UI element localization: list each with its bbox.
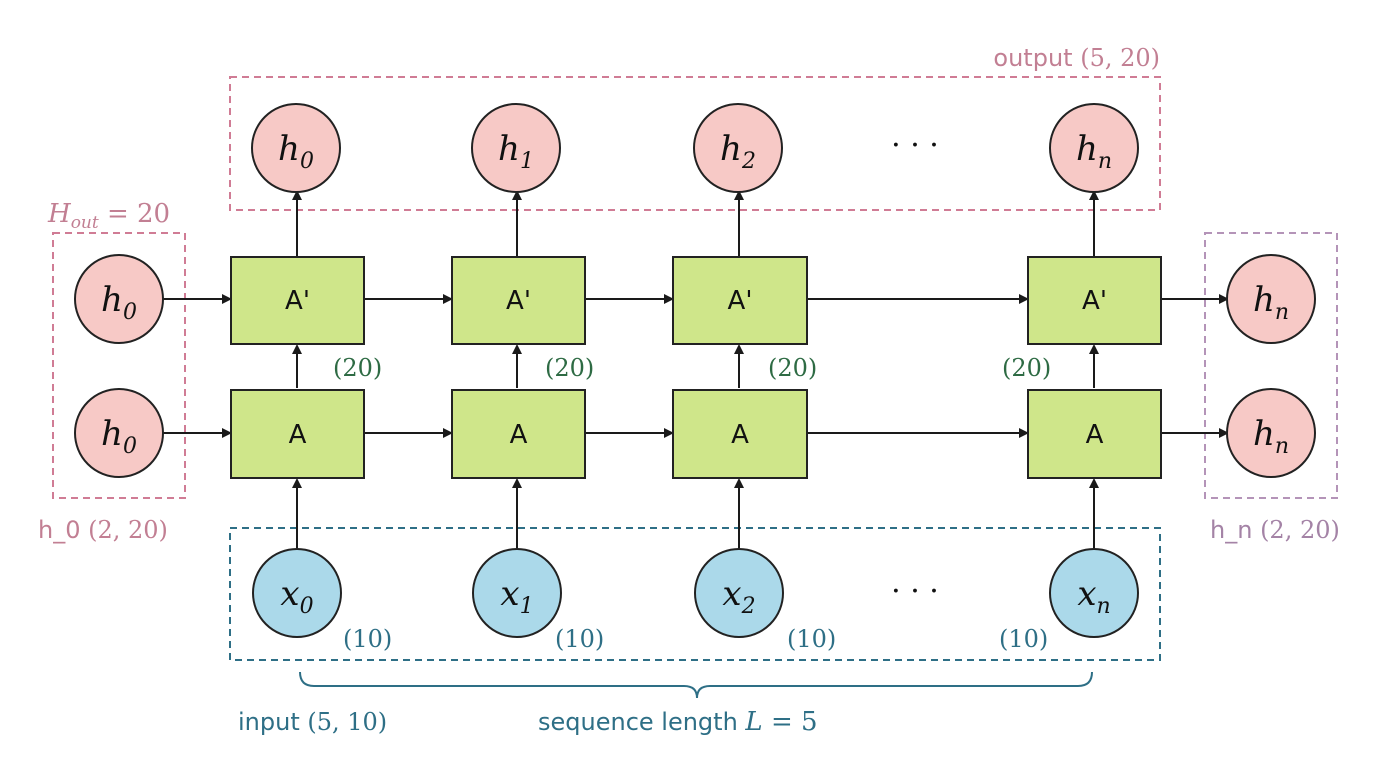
- cell-top-n-label: A': [1082, 286, 1107, 316]
- h0-node-layer2: [74, 254, 164, 344]
- input-group-box: [229, 527, 1161, 661]
- input-ellipsis: · · ·: [891, 574, 939, 609]
- cell-bottom-2: [672, 389, 808, 479]
- cell-bottom-1-label: A: [510, 420, 528, 450]
- cell-bottom-0-label: A: [289, 420, 307, 450]
- h0-group-box: [52, 232, 186, 499]
- cell-top-2: [672, 256, 808, 345]
- cell-top-0: [230, 256, 365, 345]
- output-node-2-label: h2: [720, 129, 756, 174]
- cell-bottom-n: [1027, 389, 1162, 479]
- output-group-box: [229, 76, 1161, 211]
- input-node-1-label: x1: [500, 574, 533, 619]
- cell-top-1: [451, 256, 586, 345]
- final-hidden-nodes: hn hn: [1226, 254, 1316, 478]
- cell-top-2-label: A': [728, 286, 753, 316]
- cell-top-0-label: A': [285, 286, 310, 316]
- sequence-length-label: sequence length L = 5: [538, 707, 818, 737]
- output-node-2: [693, 103, 783, 193]
- layer-1-cells: A A A A: [230, 389, 1162, 479]
- hn-group-box: [1204, 232, 1338, 499]
- input-size-labels: (10) (10) (10) (10): [343, 625, 1048, 653]
- cell-bottom-0: [230, 389, 365, 479]
- h0-node-layer1: [74, 388, 164, 478]
- horizontal-arrows: [162, 294, 1229, 438]
- cell-bottom-n-label: A: [1086, 420, 1104, 450]
- output-node-n: [1049, 103, 1139, 193]
- hn-node-layer2-label: hn: [1253, 280, 1289, 325]
- hidden-dim-n: (20): [1002, 354, 1051, 382]
- input-dim-n: (10): [999, 625, 1048, 653]
- input-node-1: [472, 548, 562, 638]
- input-nodes: x0 x1 x2 · · · xn: [252, 548, 1139, 638]
- hn-node-layer1-label: hn: [1253, 414, 1289, 459]
- hn-node-layer2: [1226, 254, 1316, 344]
- output-ellipsis: · · ·: [891, 128, 939, 163]
- cell-bottom-1: [451, 389, 586, 479]
- hidden-dim-2: (20): [768, 354, 817, 382]
- output-label: output (5, 20): [993, 44, 1160, 72]
- initial-hidden-nodes: h0 h0: [74, 254, 164, 478]
- input-node-2-label: x2: [722, 574, 755, 619]
- input-dim-1: (10): [555, 625, 604, 653]
- input-node-2: [694, 548, 784, 638]
- input-group-label: input (5, 10): [238, 708, 387, 736]
- h0-node-layer1-label: h0: [101, 414, 137, 459]
- input-node-0-label: x0: [280, 574, 313, 619]
- h0-node-layer2-label: h0: [101, 280, 137, 325]
- h-out-label: Hout = 20: [47, 199, 170, 233]
- input-node-n: [1049, 548, 1139, 638]
- input-node-n-label: xn: [1077, 574, 1110, 619]
- sequence-brace: [299, 671, 1093, 699]
- hidden-size-labels: (20) (20) (20) (20): [333, 354, 1051, 382]
- output-node-1: [471, 103, 561, 193]
- input-node-0: [252, 548, 342, 638]
- cell-bottom-2-label: A: [731, 420, 749, 450]
- h0-group-label: h_0 (2, 20): [38, 516, 168, 544]
- input-dim-0: (10): [343, 625, 392, 653]
- output-node-0-label: h0: [278, 129, 314, 174]
- hn-node-layer1: [1226, 388, 1316, 478]
- output-node-0: [251, 103, 341, 193]
- vertical-arrows: [292, 190, 1099, 548]
- hidden-dim-1: (20): [545, 354, 594, 382]
- hn-group-label: h_n (2, 20): [1210, 516, 1340, 544]
- layer-2-cells: A' A' A' A': [230, 256, 1162, 345]
- cell-top-1-label: A': [506, 286, 531, 316]
- input-dim-2: (10): [787, 625, 836, 653]
- output-node-1-label: h1: [498, 129, 534, 174]
- output-nodes: h0 h1 h2 · · · hn: [251, 103, 1139, 193]
- output-node-n-label: hn: [1076, 129, 1112, 174]
- hidden-dim-0: (20): [333, 354, 382, 382]
- cell-top-n: [1027, 256, 1162, 345]
